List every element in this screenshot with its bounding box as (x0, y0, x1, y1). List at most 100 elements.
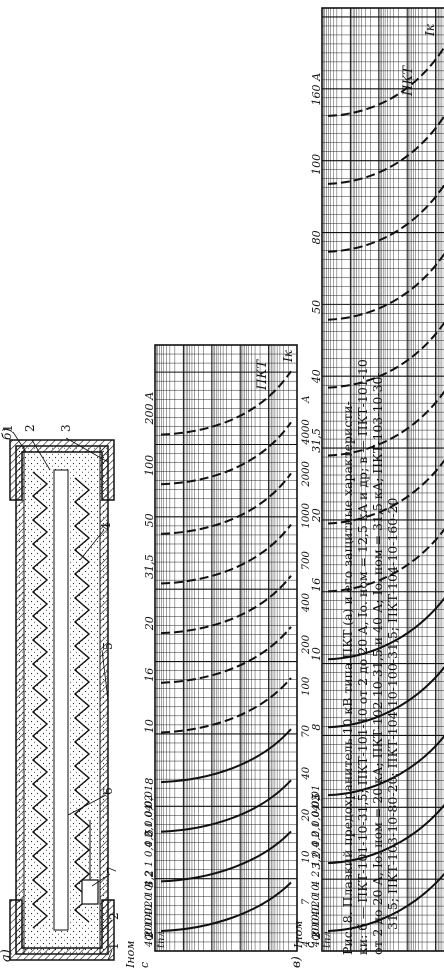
chart-v-curves (327, 45, 444, 932)
chart-b-grid (155, 345, 298, 951)
x-tick-label: 40 (301, 766, 312, 780)
y-tick-label: 400 (144, 927, 155, 948)
part-number-1: 1 (1, 424, 15, 432)
characteristic-curve (327, 872, 444, 932)
rated-current-label: 8 (143, 778, 156, 785)
y-tick-label: 4 (311, 881, 322, 888)
y-tick-label: 4 (144, 881, 155, 888)
part-number-2: 2 (23, 424, 37, 432)
characteristic-curve (327, 183, 444, 253)
rated-current-label: 50 (143, 513, 156, 527)
characteristic-curve (327, 803, 444, 865)
time-current-chart-v: 4002001004020104210,40,20,10,040,020,012… (289, 7, 444, 968)
x-tick-label: 2000 (301, 460, 312, 487)
caption-line-4: 31,5; ПКТ-103-10-80-20; ПКТ-104-10-100-3… (385, 498, 400, 930)
characteristic-curve (327, 596, 444, 661)
characteristic-curve (327, 252, 444, 321)
rated-current-label: 3,2 (143, 870, 156, 888)
y-tick-label: 0,4 (144, 841, 155, 857)
x-tick-label: 1000 (301, 502, 312, 528)
characteristic-curve (160, 881, 292, 932)
characteristic-curve (160, 575, 292, 635)
fuse-wire (31, 471, 49, 929)
chart-b-ticks: 4002001004020104210,40,20,10,040,020,012… (143, 392, 312, 948)
characteristic-curve (160, 421, 292, 486)
chart-b-watermark: ПКТ (255, 359, 270, 391)
figure-caption: Рис. 8. Плавкий предохранитель 10 кВ тип… (340, 359, 400, 955)
part-number-3: 3 (59, 424, 73, 432)
part-number-7: 7 (105, 866, 119, 874)
characteristic-curve (160, 472, 292, 535)
rated-current-label: 50 (310, 300, 323, 314)
part-number-2-bottom: 2 (107, 912, 121, 920)
part-number-1-bottom: 1 (107, 942, 121, 950)
fuse-top-cap (9, 439, 115, 501)
x-tick-label: 700 (301, 551, 312, 571)
y-tick-label: 0,01 (311, 785, 322, 807)
y-tick-label: 2 (311, 871, 322, 878)
part-number-5: 5 (101, 642, 115, 650)
characteristic-curve (327, 734, 444, 797)
chart-b-y-unit: с (138, 962, 151, 968)
chart-v-x-title: Iк (423, 23, 437, 37)
rated-current-label: 5 (143, 829, 156, 836)
rated-current-label: 16 (310, 578, 323, 592)
chart-b-y-title: Iном (124, 941, 137, 969)
rated-current-label: 31,5 (143, 554, 156, 579)
x-tick-label: А (301, 395, 312, 404)
fuse-bottom-cap (9, 899, 115, 961)
x-tick-label: 70 (301, 724, 312, 737)
y-tick-label: 0,1 (144, 821, 155, 837)
x-tick-label: 4 (301, 941, 312, 948)
rated-current-label: 3,2 (310, 852, 323, 870)
characteristic-curve (160, 370, 292, 436)
y-tick-label: 0,2 (311, 831, 322, 847)
rated-current-label: 80 (310, 230, 323, 244)
rated-current-label: 20 (143, 616, 156, 631)
y-tick-label: 0,04 (144, 805, 155, 827)
rated-current-label: 10 (310, 647, 323, 661)
x-tick-label: 20 (301, 808, 312, 822)
characteristic-curve (327, 321, 444, 389)
y-tick-label: 100 (144, 907, 155, 927)
y-tick-label: 40 (311, 904, 322, 918)
x-tick-label: 200 (301, 634, 312, 655)
y-tick-label: 1 (144, 861, 155, 867)
characteristic-curve (160, 779, 292, 833)
chart-b-t-label: tпл (156, 931, 167, 948)
characteristic-curve (327, 528, 444, 593)
caption-line-3: от 2 до 20 А, Iо. ном = 20 кА; ПКТ-102-1… (370, 372, 385, 955)
chart-b-curves (160, 370, 292, 932)
y-tick-label: 40 (144, 904, 155, 918)
y-tick-label: 1 (311, 861, 322, 867)
fuse-cross-section: а) б) 1 2 3 4 5 6 7 2 1 (0, 424, 121, 962)
rated-current-label: 5 (310, 793, 323, 800)
characteristic-curve (327, 114, 444, 185)
rated-current-label: 2 (310, 932, 323, 940)
rated-current-label: 100 (310, 154, 323, 175)
time-current-chart-b: 4002001004020104210,40,20,10,040,020,012… (124, 344, 312, 969)
y-tick-label: 0,04 (311, 805, 322, 827)
rated-current-label: 40 (310, 369, 323, 384)
fuse-core (53, 469, 69, 931)
rated-current-label: 10 (143, 719, 156, 733)
y-tick-label: 0,1 (311, 821, 322, 837)
characteristic-curve (160, 728, 292, 784)
chart-v-t-label: tпл (322, 931, 333, 948)
characteristic-curve (327, 459, 444, 525)
y-tick-label: 10 (144, 884, 155, 897)
y-tick-label: 200 (311, 917, 322, 938)
chart-b-frame (154, 344, 298, 952)
characteristic-curve (160, 830, 292, 883)
y-tick-label: 400 (311, 927, 322, 948)
rated-current-label: 31,5 (310, 428, 323, 453)
y-tick-label: 20 (144, 894, 155, 908)
x-tick-label: 10 (301, 850, 312, 863)
panel-label-v: в) (289, 956, 303, 968)
fuse-wire (73, 477, 91, 923)
characteristic-curve (160, 626, 292, 684)
caption-line-1: Рис. 8. Плавкий предохранитель 10 кВ тип… (340, 401, 355, 955)
characteristic-curve (160, 523, 292, 585)
chart-v-frame (321, 7, 444, 952)
rated-current-label: 16 (143, 668, 156, 682)
